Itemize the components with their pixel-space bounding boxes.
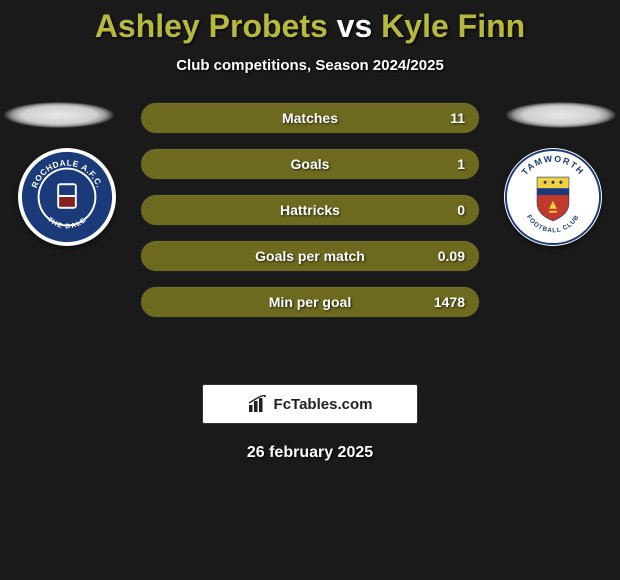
stat-label: Hattricks xyxy=(280,202,340,218)
stat-label: Min per goal xyxy=(269,294,351,310)
subtitle: Club competitions, Season 2024/2025 xyxy=(0,57,620,74)
stat-label: Goals xyxy=(291,156,330,172)
stat-rows: Matches 11 Goals 1 Hattricks 0 Goals per… xyxy=(140,102,480,318)
branding-text: FcTables.com xyxy=(274,396,373,413)
player2-platform xyxy=(506,102,616,128)
comparison-stage: ROCHDALE A.F.C. THE DALE TAMWORTH FOOTBA… xyxy=(0,102,620,362)
bar-chart-icon xyxy=(248,395,268,413)
stat-value: 1 xyxy=(457,156,465,172)
stat-row-hattricks: Hattricks 0 xyxy=(140,194,480,226)
player1-club-badge: ROCHDALE A.F.C. THE DALE xyxy=(18,148,116,246)
rochdale-badge-icon: ROCHDALE A.F.C. THE DALE xyxy=(18,148,116,246)
stat-value: 0.09 xyxy=(438,248,465,264)
stat-row-min-per-goal: Min per goal 1478 xyxy=(140,286,480,318)
vs-word: vs xyxy=(337,8,373,44)
stat-value: 11 xyxy=(450,110,465,126)
player1-platform xyxy=(4,102,114,128)
player2-club-badge: TAMWORTH FOOTBALL CLUB xyxy=(504,148,602,246)
player1-name: Ashley Probets xyxy=(95,8,328,44)
player2-name: Kyle Finn xyxy=(381,8,525,44)
comparison-title: Ashley Probets vs Kyle Finn xyxy=(0,0,620,45)
stat-label: Matches xyxy=(282,110,338,126)
stat-label: Goals per match xyxy=(255,248,365,264)
stat-value: 1478 xyxy=(434,294,465,310)
stat-value: 0 xyxy=(457,202,465,218)
stat-row-goals-per-match: Goals per match 0.09 xyxy=(140,240,480,272)
stat-row-goals: Goals 1 xyxy=(140,148,480,180)
stat-row-matches: Matches 11 xyxy=(140,102,480,134)
date-text: 26 february 2025 xyxy=(0,444,620,462)
tamworth-badge-icon: TAMWORTH FOOTBALL CLUB xyxy=(504,148,602,246)
fctables-branding[interactable]: FcTables.com xyxy=(202,384,418,424)
